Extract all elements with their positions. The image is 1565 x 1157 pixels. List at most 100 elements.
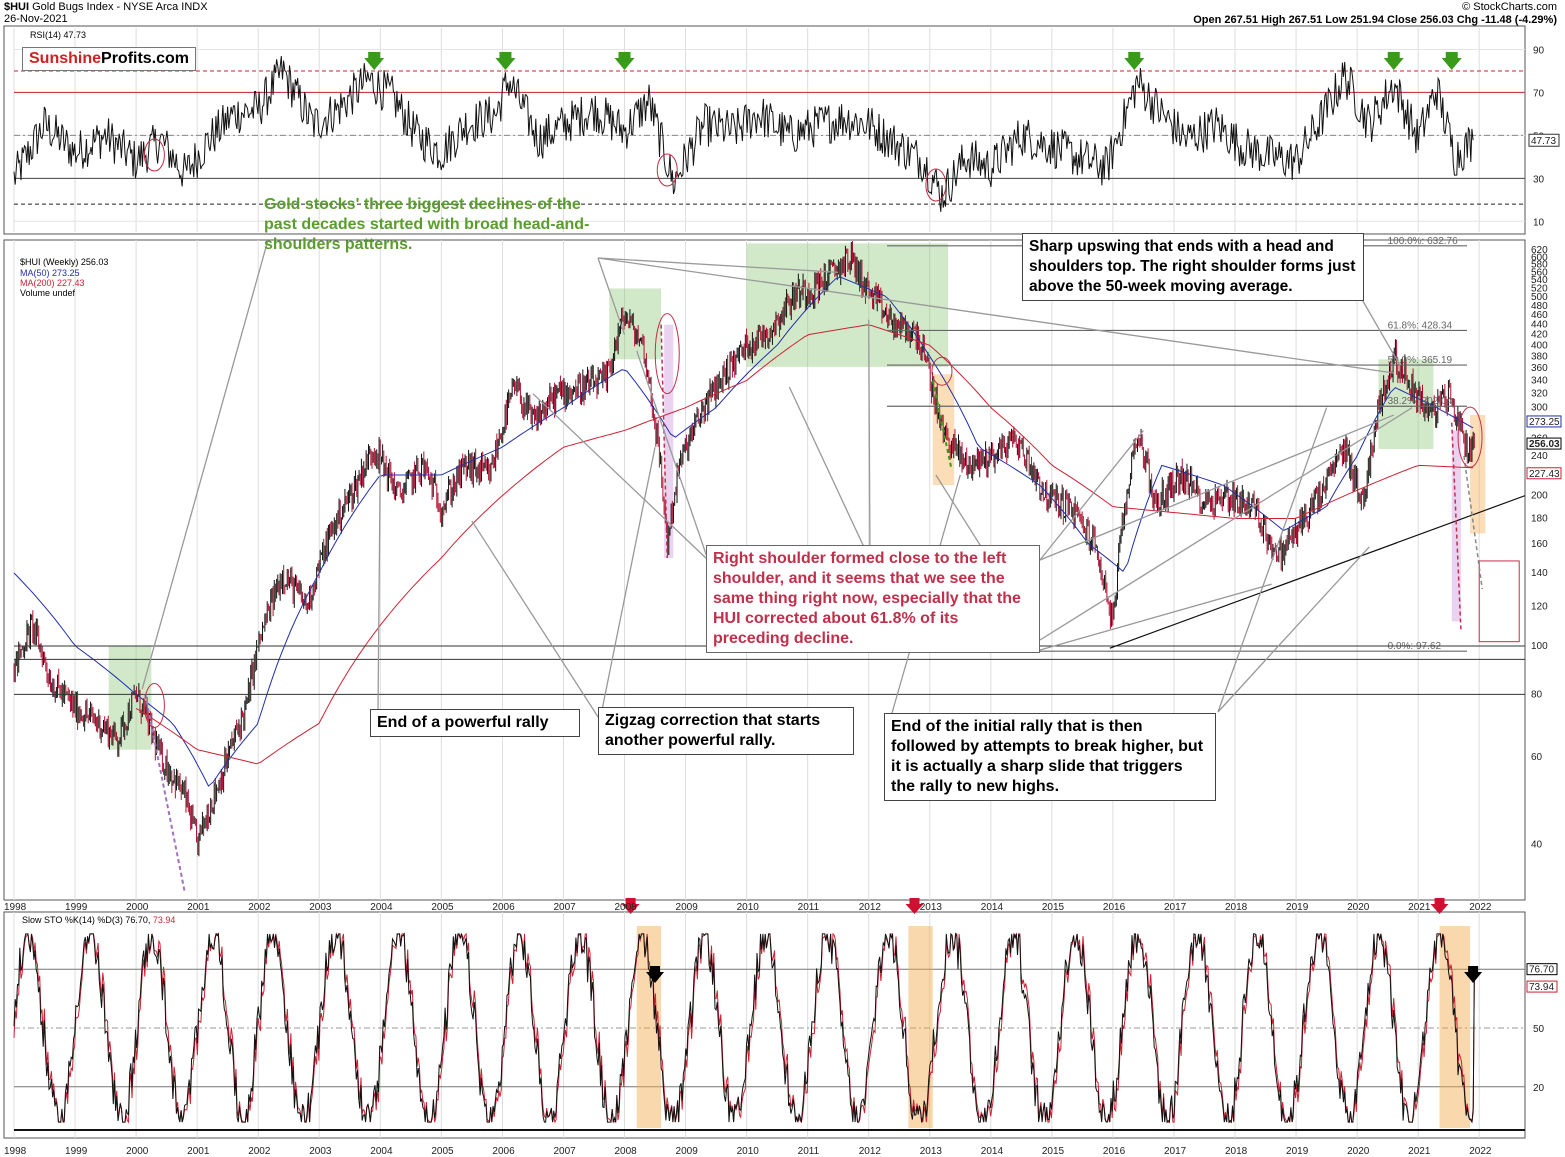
callout-pointer [597, 257, 1394, 374]
rsi-last-tag [1528, 133, 1560, 147]
down-arrow-icon [364, 52, 385, 70]
year-tick-label: 2007 [553, 1146, 576, 1157]
year-tick-label: 1998 [4, 902, 27, 913]
price-tag-label: 256.03 [1529, 439, 1560, 450]
rsi-panel [13, 52, 1525, 212]
down-arrow-icon [1383, 52, 1404, 70]
down-arrow-icon [495, 52, 516, 70]
projection-line [144, 694, 186, 894]
price-tick-label: 140 [1531, 568, 1548, 579]
callout-pointer [868, 319, 871, 561]
price-tick-label: 540 [1531, 275, 1548, 286]
year-tick-label: 2018 [1225, 1146, 1248, 1157]
credit-text: © StockCharts.com [1462, 1, 1557, 13]
sto-tag [1526, 980, 1558, 993]
year-tick-label: 2007 [553, 902, 576, 913]
callout-pointer [599, 447, 656, 721]
overlay-layer: 100.0%: 632.76 61.8%: 428.34 50.0%: 365.19… [14, 236, 1526, 894]
year-tick-label: 2004 [370, 902, 393, 913]
price-tag [1526, 467, 1562, 480]
black-arrow-icon [646, 966, 665, 983]
price-tick-label: 340 [1531, 376, 1548, 387]
sto-tag [1526, 963, 1558, 976]
decline-shadow [1451, 430, 1461, 622]
red-arrow-icon [905, 898, 924, 914]
rsi-circle-marker [925, 168, 947, 202]
year-tick-label: 2004 [370, 1146, 393, 1157]
year-tick-label: 2006 [492, 902, 515, 913]
year-tick-label: 2016 [1103, 902, 1126, 913]
year-tick-label: 2005 [431, 902, 454, 913]
callout-pointer [597, 257, 626, 335]
red-arrow-icon [621, 898, 640, 914]
circle-marker [1457, 406, 1483, 468]
year-tick-label: 2017 [1164, 902, 1187, 913]
year-tick-label: 2009 [676, 902, 699, 913]
price-tag-label: 227.43 [1529, 469, 1560, 480]
initial-rally-note: End of the initial rally that is then fo… [884, 713, 1216, 801]
year-tick-label: 1999 [65, 902, 88, 913]
callout-pointer [532, 393, 709, 561]
sunshine-profits-logo: SunshineProfits.com [22, 47, 197, 71]
fib-label: 50.0%: 365.19 [1388, 355, 1453, 366]
year-tick-label: 2000 [126, 1146, 149, 1157]
price-tick-label: 180 [1531, 513, 1548, 524]
fib-label: 38.2%: 302.04 [1388, 396, 1453, 407]
price-tick-label: 400 [1531, 340, 1548, 351]
fib-label: 100.0%: 632.76 [1388, 236, 1458, 247]
year-tick-label: 2019 [1286, 1146, 1309, 1157]
year-tick-label: 2009 [676, 1146, 699, 1157]
price-tag-label: 273.25 [1529, 417, 1560, 428]
year-tick-label: 2000 [126, 902, 149, 913]
year-tick-label: 2017 [1164, 1146, 1187, 1157]
rsi-circle-marker [143, 138, 165, 172]
rsi-tick-label: 10 [1533, 217, 1545, 228]
sto-legend: Slow STO %K(14) %D(3) 76.70, 73.94 [22, 915, 176, 925]
end-rally-note: End of a powerful rally [370, 709, 580, 737]
year-tick-label: 1998 [4, 1146, 27, 1157]
fib-label: 61.8%: 428.34 [1388, 320, 1453, 331]
circle-marker [931, 356, 953, 386]
sto-k-line [13, 932, 1475, 1124]
year-tick-label: 2002 [248, 902, 271, 913]
year-tick-label: 2006 [492, 1146, 515, 1157]
projection-line [1463, 455, 1484, 590]
panel-frame [3, 25, 1526, 235]
sto-tick-label: 50 [1533, 1024, 1545, 1035]
chart-symbol: $HUI Gold Bugs Index - NYSE Arca INDX [4, 1, 208, 13]
rsi-legend: RSI(14) 47.73 [30, 30, 87, 40]
price-tick-label: 200 [1531, 491, 1548, 502]
rsi-tick-label: 30 [1533, 174, 1545, 185]
rsi-tick-label: 90 [1533, 45, 1545, 56]
price-tick-label: 500 [1531, 292, 1548, 303]
axis-layer: 1998199819991999200020002001200120022002… [4, 45, 1562, 1157]
callout-pointer [1217, 407, 1328, 713]
volume-legend: Volume undef [20, 288, 76, 298]
down-arrow-icon [614, 52, 635, 70]
year-tick-label: 2013 [920, 902, 943, 913]
callout-layer [141, 239, 1413, 721]
price-tick-label: 360 [1531, 363, 1548, 374]
price-tag [1526, 437, 1562, 450]
callout-pointer [1039, 414, 1394, 561]
ma200-line [135, 324, 1474, 765]
callout-pointer [788, 386, 871, 561]
ma50-line [13, 276, 1474, 787]
year-tick-label: 2015 [1042, 1146, 1065, 1157]
year-tick-label: 2003 [309, 1146, 332, 1157]
price-legend: $HUI (Weekly) 256.03 [20, 257, 109, 267]
callout-pointer [1359, 295, 1401, 366]
year-tick-label: 2011 [798, 902, 820, 913]
price-tick-label: 320 [1531, 389, 1548, 400]
ma50-legend: MA(50) 273.25 [20, 268, 80, 278]
ohlc-readout: Open 267.51 High 267.51 Low 251.94 Close… [1193, 14, 1557, 26]
year-tick-label: 2010 [737, 1146, 760, 1157]
callout-pointer [1217, 546, 1370, 713]
year-tick-label: 2005 [431, 1146, 454, 1157]
panel-frame [3, 911, 1526, 1139]
ma200-legend: MA(200) 227.43 [20, 278, 85, 288]
price-tick-label: 420 [1531, 330, 1548, 341]
price-tick-label: 480 [1531, 301, 1548, 312]
price-tick-label: 520 [1531, 283, 1548, 294]
year-tick-label: 2012 [859, 1146, 882, 1157]
